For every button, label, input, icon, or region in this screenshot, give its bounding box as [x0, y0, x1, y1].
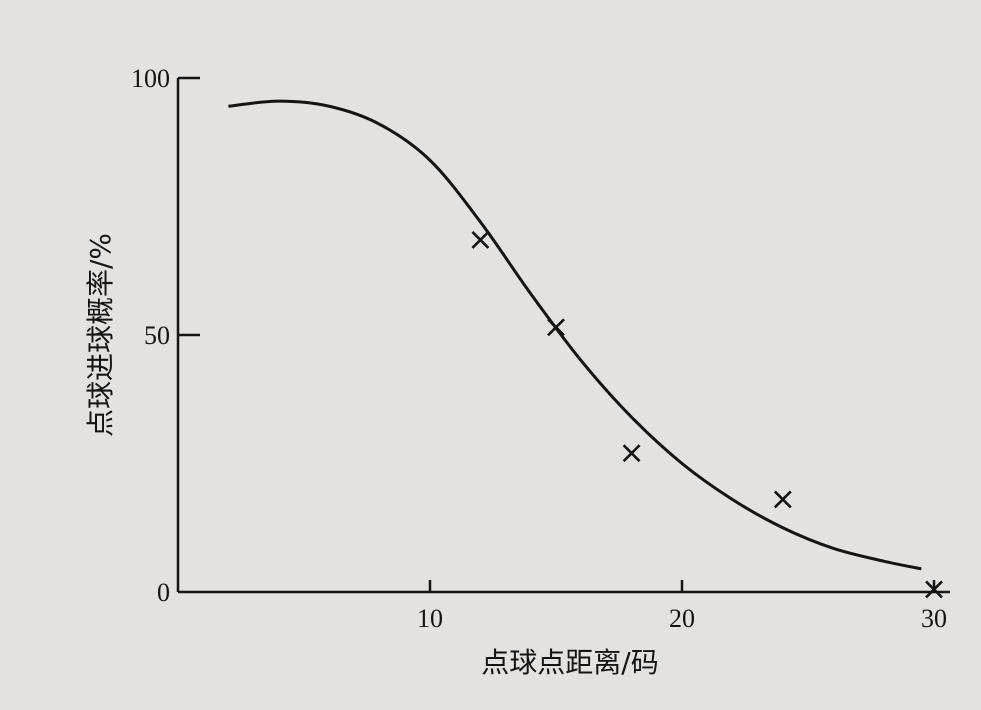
x-axis-label: 点球点距离/码 — [481, 646, 658, 679]
data-point — [925, 580, 943, 599]
x-tick-label: 10 — [417, 604, 443, 633]
y-axis-label: 点球进球概率/% — [84, 233, 117, 437]
y-tick-label: 50 — [144, 321, 170, 350]
x-tick-label: 0 — [157, 578, 170, 607]
data-markers — [471, 230, 943, 599]
data-point — [773, 490, 792, 509]
data-point — [471, 230, 490, 249]
y-tick-label: 100 — [131, 64, 170, 93]
tick-labels: 0 10 20 30 50 100 — [131, 64, 947, 633]
x-tick-label: 20 — [669, 604, 695, 633]
fit-curve — [228, 99, 922, 571]
x-tick-label: 30 — [921, 604, 947, 633]
ticks — [178, 76, 936, 592]
data-point — [547, 318, 565, 337]
data-point — [622, 444, 641, 463]
